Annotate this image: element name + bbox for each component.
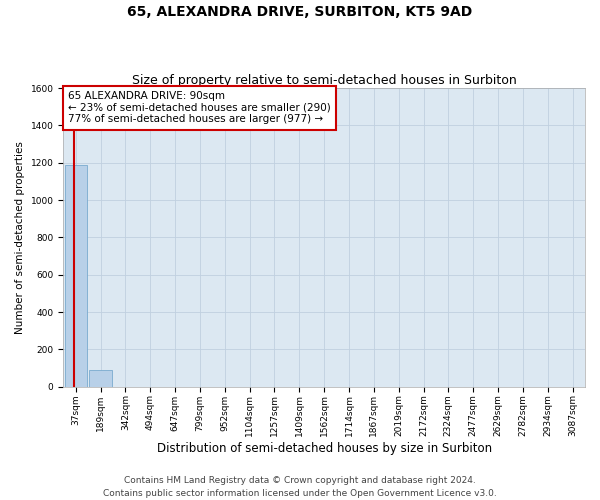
Bar: [65, 164, 87, 386]
Y-axis label: Number of semi-detached properties: Number of semi-detached properties: [15, 141, 25, 334]
Text: 65, ALEXANDRA DRIVE, SURBITON, KT5 9AD: 65, ALEXANDRA DRIVE, SURBITON, KT5 9AD: [127, 5, 473, 19]
Text: Contains HM Land Registry data © Crown copyright and database right 2024.
Contai: Contains HM Land Registry data © Crown c…: [103, 476, 497, 498]
Title: Size of property relative to semi-detached houses in Surbiton: Size of property relative to semi-detach…: [132, 74, 517, 87]
Bar: [89, 370, 112, 386]
Text: 65 ALEXANDRA DRIVE: 90sqm
← 23% of semi-detached houses are smaller (290)
77% of: 65 ALEXANDRA DRIVE: 90sqm ← 23% of semi-…: [68, 91, 331, 124]
X-axis label: Distribution of semi-detached houses by size in Surbiton: Distribution of semi-detached houses by …: [157, 442, 492, 455]
